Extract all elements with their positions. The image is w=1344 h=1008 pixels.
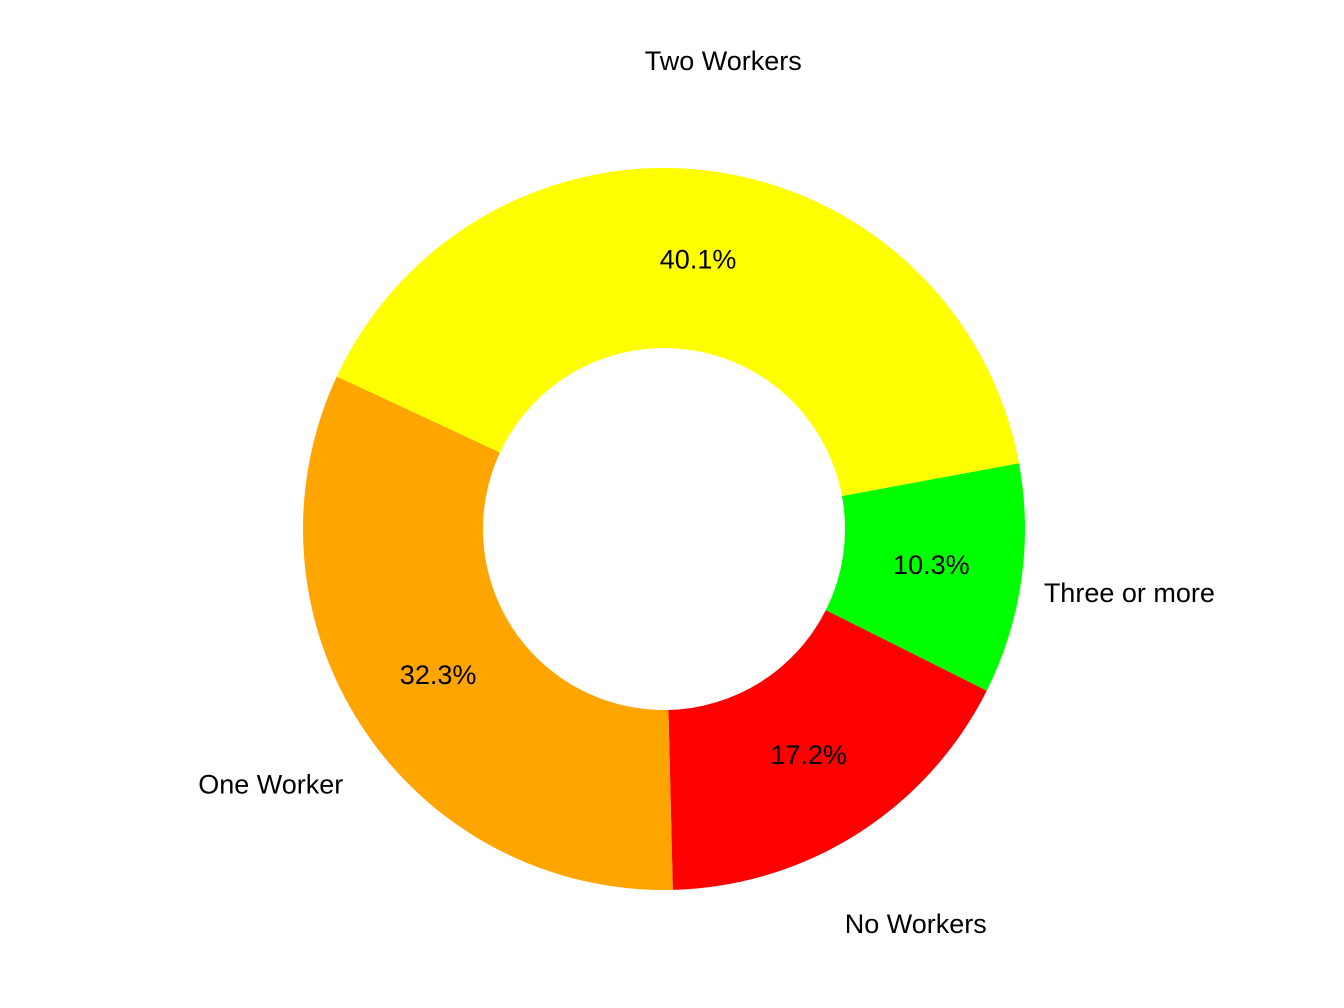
value-label: 10.3%: [893, 550, 970, 580]
value-label: 32.3%: [400, 660, 477, 690]
value-label: 17.2%: [770, 740, 847, 770]
category-label: One Worker: [198, 769, 343, 799]
donut-slice: [336, 168, 1019, 497]
donut-slice: [825, 463, 1025, 691]
value-label: 40.1%: [660, 244, 737, 274]
category-label: Three or more: [1044, 578, 1215, 608]
donut-slice: [302, 376, 673, 890]
donut-slice: [668, 610, 987, 890]
category-label: No Workers: [845, 909, 987, 939]
category-label: Two Workers: [645, 46, 802, 76]
